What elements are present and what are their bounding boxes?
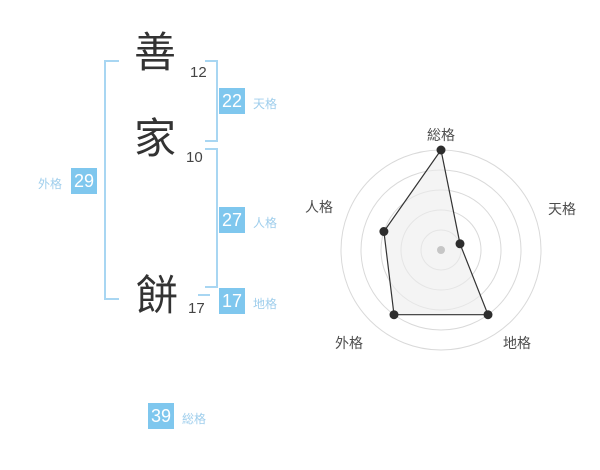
soukaku-value-badge: 39 <box>148 403 174 429</box>
name-character-1: 善 <box>134 29 177 76</box>
gaikaku-value-badge: 29 <box>71 168 97 194</box>
radar-axis-label-soukaku: 総格 <box>427 127 455 143</box>
name-character-3: 餅 <box>136 272 179 319</box>
radar-axis-label-chikaku: 地格 <box>503 335 531 351</box>
stroke-count-3: 17 <box>188 300 205 317</box>
jinkaku-value-badge: 27 <box>219 207 245 233</box>
radar-axis-label-gaikaku: 外格 <box>335 335 363 351</box>
radar-chart-svg <box>340 145 542 351</box>
chikaku-value-badge: 17 <box>219 288 245 314</box>
gaikaku-label: 外格 <box>38 177 63 191</box>
radar-axis-label-tenkaku: 天格 <box>548 201 576 217</box>
gaikaku-bracket <box>104 60 119 300</box>
radar-axis-label-jinkaku: 人格 <box>305 199 333 215</box>
tenkaku-value-badge: 22 <box>219 88 245 114</box>
chikaku-bracket <box>198 294 210 296</box>
name-character-2: 家 <box>134 115 177 162</box>
jinkaku-label: 人格 <box>253 216 278 230</box>
stroke-count-1: 12 <box>190 64 207 81</box>
stroke-count-2: 10 <box>186 149 203 166</box>
soukaku-label: 総格 <box>182 412 207 426</box>
tenkaku-bracket <box>205 60 218 142</box>
tenkaku-label: 天格 <box>253 97 278 111</box>
jinkaku-bracket <box>205 148 218 288</box>
chikaku-label: 地格 <box>253 297 278 311</box>
